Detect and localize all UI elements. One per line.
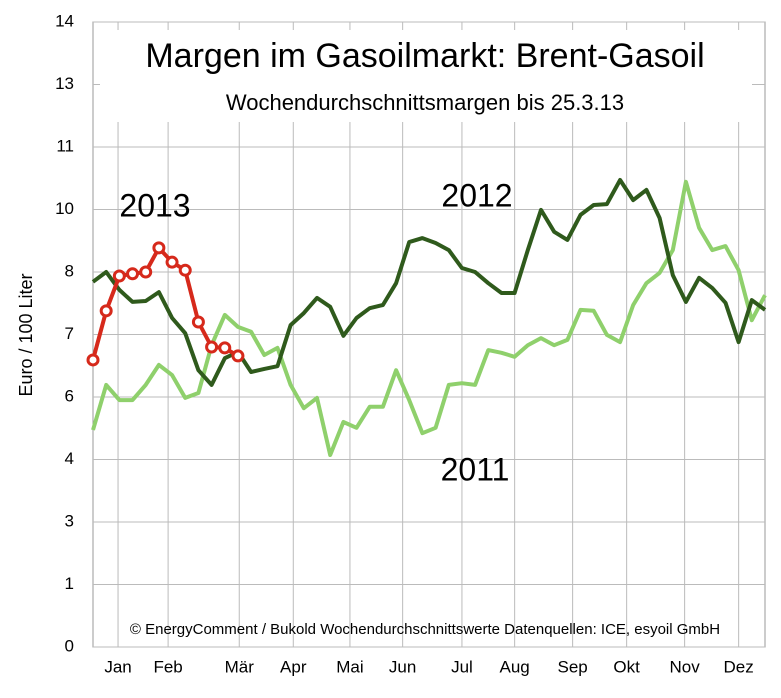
chart-title: Margen im Gasoilmarkt: Brent-Gasoil: [145, 37, 704, 75]
x-tick-label: Jan: [104, 657, 131, 676]
y-tick-label: 4: [65, 449, 74, 468]
data-point: [99, 304, 113, 318]
y-tick-label: 6: [65, 386, 74, 405]
x-tick-label: Mai: [336, 657, 363, 676]
y-tick-label: 7: [65, 324, 74, 343]
series-label: 2012: [441, 177, 512, 213]
y-tick-label: 14: [55, 11, 74, 30]
y-tick-label: 10: [55, 199, 74, 218]
data-point: [178, 263, 192, 277]
x-tick-label: Sep: [557, 657, 587, 676]
data-point: [139, 265, 153, 279]
data-point: [152, 241, 166, 255]
series-label: 2013: [119, 187, 190, 223]
y-tick-label: 3: [65, 511, 74, 530]
x-tick-label: Mär: [225, 657, 255, 676]
x-tick-label: Dez: [724, 657, 754, 676]
data-point: [218, 341, 232, 355]
data-point: [231, 349, 245, 363]
source-note: © EnergyComment / Bukold Wochendurchschn…: [130, 621, 720, 638]
data-point: [112, 269, 126, 283]
y-tick-label: 0: [65, 636, 74, 655]
y-tick-label: 11: [56, 136, 74, 155]
series-label: 2011: [441, 451, 510, 487]
data-point: [205, 340, 219, 354]
x-tick-label: Aug: [500, 657, 530, 676]
chart-subtitle: Wochendurchschnittsmargen bis 25.3.13: [226, 90, 624, 115]
series-line: [91, 179, 767, 457]
data-point: [165, 255, 179, 269]
x-tick-label: Feb: [153, 657, 182, 676]
data-point: [126, 267, 140, 281]
data-point: [86, 353, 100, 367]
series-line: [91, 178, 767, 387]
x-tick-label: Okt: [613, 657, 640, 676]
y-tick-label: 1: [65, 574, 74, 593]
x-tick-label: Jul: [451, 657, 473, 676]
x-tick-label: Apr: [280, 657, 307, 676]
y-tick-label: 8: [65, 261, 74, 280]
data-point: [191, 315, 205, 329]
x-tick-label: Jun: [389, 657, 416, 676]
x-tick-label: Nov: [670, 657, 701, 676]
title-box: [100, 30, 752, 122]
y-tick-label: 13: [55, 74, 74, 93]
y-axis-label: Euro / 100 Liter: [16, 273, 36, 396]
